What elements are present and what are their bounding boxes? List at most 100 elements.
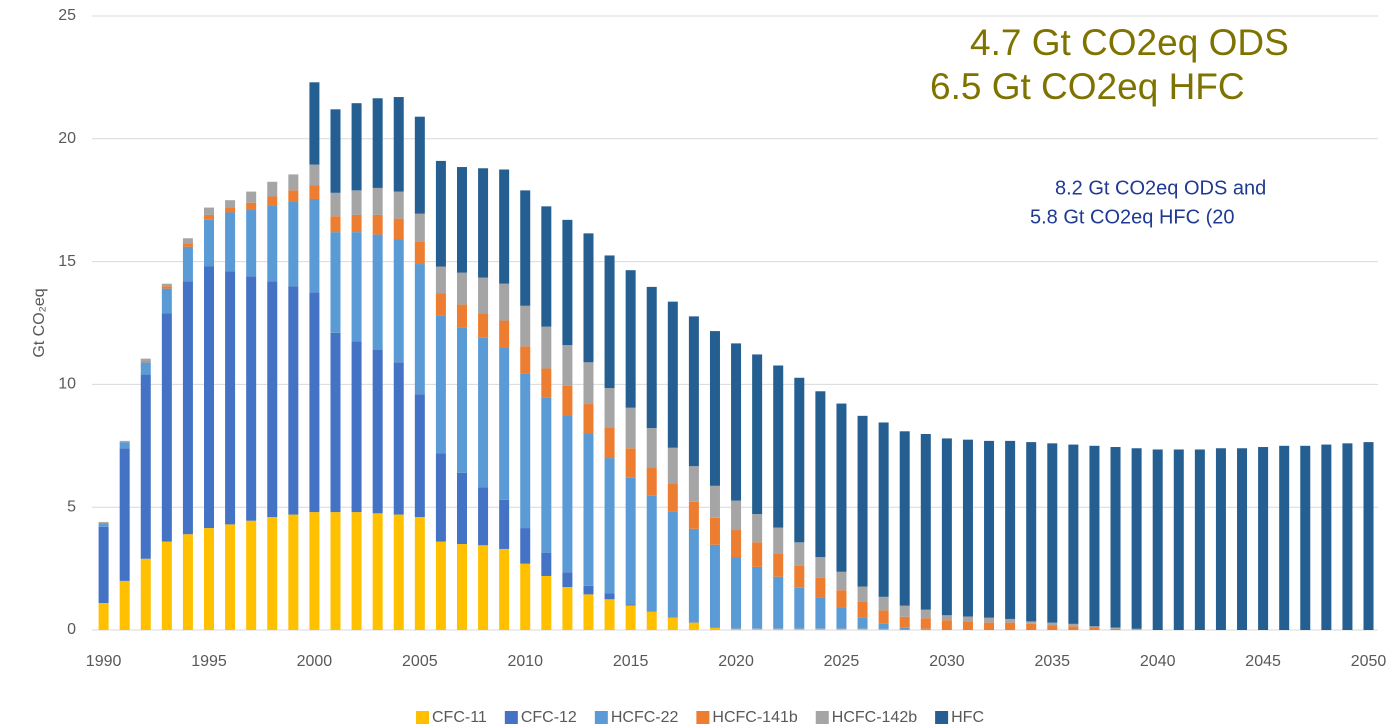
y-tick-label: 25: [58, 7, 76, 24]
bar-segment: [815, 557, 826, 578]
bar-segment: [478, 168, 489, 278]
bar-segment: [414, 116, 425, 214]
bar-segment: [583, 594, 594, 630]
bar-segment: [98, 526, 109, 603]
bar-segment: [499, 499, 510, 549]
y-tick-label: 20: [58, 130, 76, 147]
bar-segment: [140, 361, 151, 363]
bar-segment: [1321, 444, 1332, 630]
bar-segment: [499, 548, 510, 630]
bar-segment: [1300, 445, 1311, 630]
bar-segment: [478, 545, 489, 630]
bar-segment: [246, 276, 257, 521]
bar-segment: [709, 517, 720, 545]
bar-segment: [478, 313, 489, 338]
legend: CFC-11 CFC-12 HCFC-22 HCFC-141b HCFC-142b HFC: [415, 709, 984, 726]
bar-segment: [351, 341, 362, 513]
bar-segment: [836, 628, 847, 630]
bar-segment: [1131, 448, 1142, 629]
bar-segment: [984, 440, 995, 618]
bar-segment: [541, 326, 552, 369]
bar-segment: [604, 458, 615, 594]
bar-segment: [583, 362, 594, 405]
bar-segment: [625, 605, 636, 630]
legend-label: HCFC-142b: [832, 709, 917, 726]
bar-segment: [815, 597, 826, 629]
bar-segment: [1110, 627, 1121, 629]
bar-segment: [984, 622, 995, 630]
bar-segment: [456, 272, 467, 305]
bar-segment: [709, 485, 720, 518]
bar-segment: [140, 558, 151, 630]
bar-segment: [752, 566, 763, 629]
bar-segment: [604, 388, 615, 428]
bar-segment: [688, 501, 699, 529]
bar-segment: [161, 541, 172, 630]
bar-segment: [204, 528, 215, 630]
bar-segment: [752, 542, 763, 567]
bar-segment: [351, 190, 362, 215]
bar-segment: [119, 442, 130, 449]
bar-segment: [731, 530, 742, 558]
bar-segment: [372, 214, 383, 235]
bar-segment: [1026, 442, 1037, 622]
bar-segment: [1047, 622, 1058, 626]
bar-segment: [731, 628, 742, 630]
bar-segment: [393, 97, 404, 192]
x-tick-label: 2030: [929, 653, 965, 670]
bar-segment: [625, 604, 636, 606]
bar-segment: [1152, 449, 1163, 630]
bar-segment: [984, 617, 995, 623]
bar-segment: [456, 327, 467, 473]
bar-segment: [920, 609, 931, 619]
bar-segment: [478, 337, 489, 488]
legend-swatch: [815, 711, 829, 724]
bar-segment: [98, 521, 109, 523]
bar-segment: [98, 602, 109, 630]
bar-segment: [1068, 623, 1079, 627]
bar-segment: [773, 553, 784, 577]
bar-segment: [1110, 628, 1121, 630]
bar-segment: [225, 207, 236, 213]
bar-segment: [731, 500, 742, 531]
bar-segment: [857, 586, 868, 602]
bar-segment: [941, 620, 952, 630]
annotation: 4.7 Gt CO2eq ODS: [970, 22, 1289, 63]
bar-segment: [267, 517, 278, 630]
bar-segment: [752, 354, 763, 515]
bar-segment: [815, 391, 826, 558]
x-tick-label: 2050: [1351, 653, 1387, 670]
bar-segment: [1026, 621, 1037, 624]
bar-segment: [267, 205, 278, 282]
bar-segment: [225, 271, 236, 525]
bar-segment: [773, 628, 784, 630]
bar-segment: [372, 350, 383, 514]
bar-segment: [119, 440, 130, 442]
bar-segment: [731, 343, 742, 501]
bar-segment: [288, 514, 299, 630]
bar-segment: [1258, 447, 1269, 630]
bar-segment: [393, 362, 404, 515]
bar-segment: [1363, 442, 1374, 630]
bar-segment: [899, 431, 910, 606]
bar-segment: [1068, 444, 1079, 624]
bar-segment: [878, 629, 889, 630]
bar-segment: [1279, 445, 1290, 630]
bar-segment: [731, 557, 742, 629]
legend-label: CFC-12: [521, 709, 577, 726]
bar-segment: [857, 601, 868, 618]
bar-segment: [815, 628, 826, 630]
bar-segment: [794, 587, 805, 629]
x-tick-label: 2040: [1140, 653, 1176, 670]
bar-segment: [815, 577, 826, 598]
annotation: 8.2 Gt CO2eq ODS and: [1055, 177, 1266, 199]
bar-segment: [182, 246, 193, 282]
bar-segment: [456, 304, 467, 328]
bar-segment: [583, 233, 594, 363]
bar-segment: [372, 234, 383, 351]
bar-segment: [878, 610, 889, 624]
bar-segment: [456, 472, 467, 545]
bar-segment: [478, 277, 489, 314]
legend-label: HCFC-22: [611, 709, 679, 726]
